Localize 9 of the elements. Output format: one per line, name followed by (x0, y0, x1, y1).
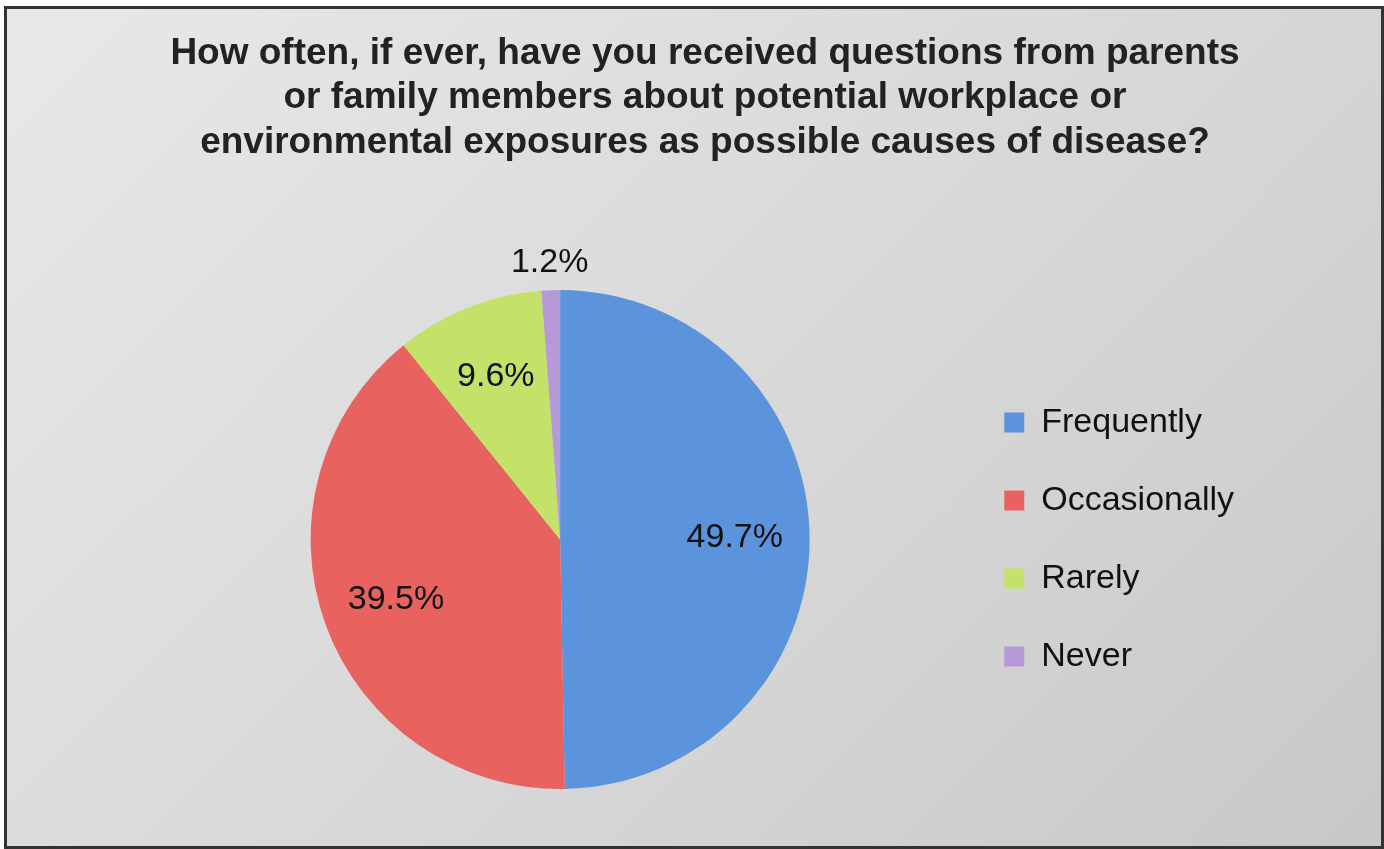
chart-title: How often, if ever, have you received questions from parents or family members about potential workplace or environmental exposures as possible causes of disease? (169, 30, 1241, 163)
legend-label: Never (1041, 634, 1132, 673)
legend-label: Frequently (1041, 400, 1202, 439)
legend-label: Rarely (1041, 556, 1140, 595)
legend-label: Occasionally (1041, 478, 1235, 517)
data-label: 9.6% (457, 355, 535, 394)
data-label: 1.2% (510, 240, 589, 279)
data-label: 39.5% (347, 577, 445, 616)
data-label: 49.7% (686, 516, 783, 555)
